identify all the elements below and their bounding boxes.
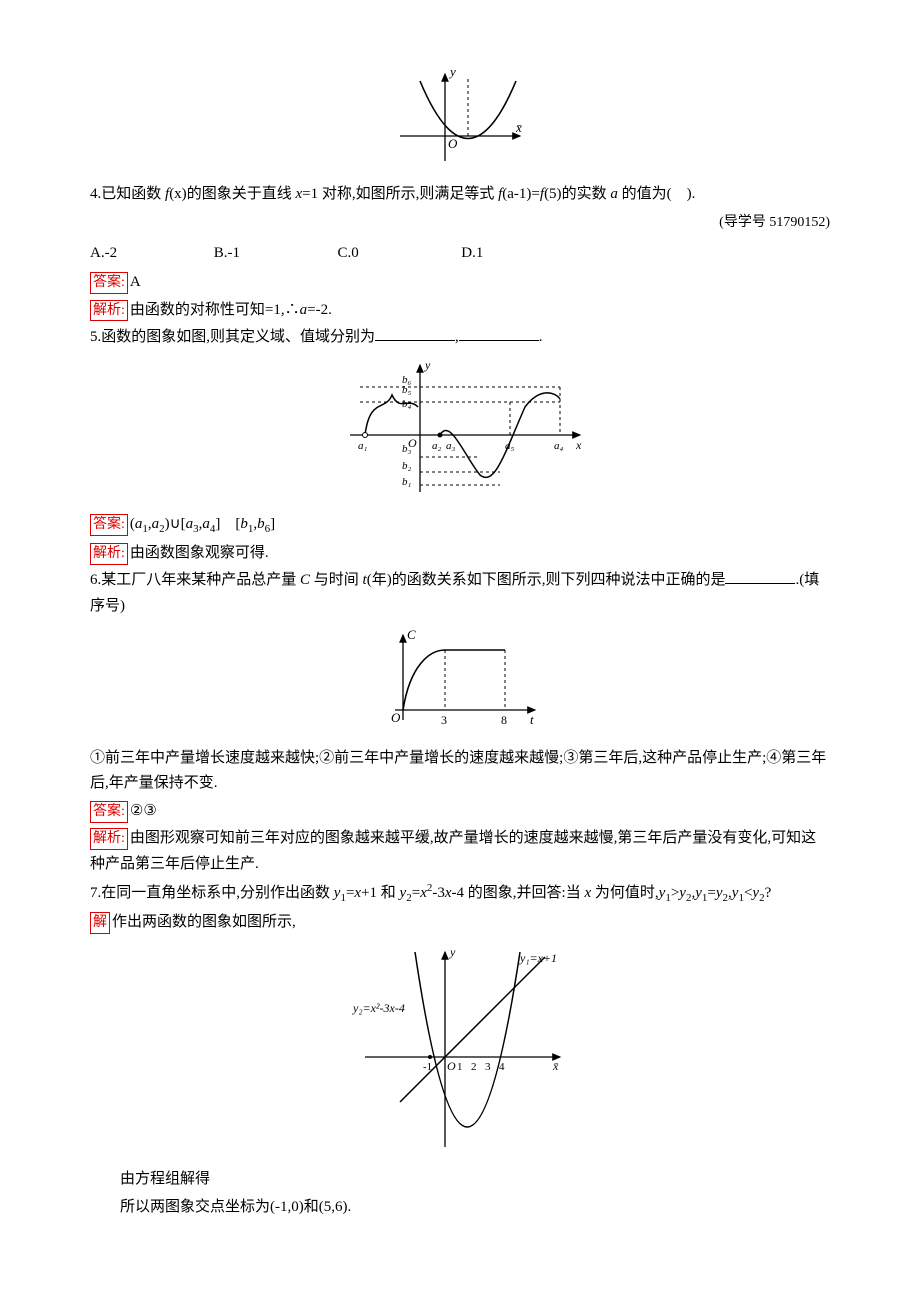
answer-tag: 答案:	[90, 272, 128, 294]
choice-b: B.-1	[214, 241, 334, 267]
svg-text:4: 4	[499, 1061, 505, 1073]
svg-text:a₂: a₂	[432, 440, 442, 452]
svg-text:1: 1	[457, 1061, 463, 1073]
explain-tag: 解析:	[90, 543, 128, 565]
q5-explanation: 解析:由函数图象观察可得.	[90, 541, 830, 567]
svg-text:O: O	[391, 710, 401, 725]
origin-label: O	[448, 136, 458, 151]
svg-text:y₁=x+1: y₁=x+1	[519, 951, 557, 965]
q5-figure: y x O b₆ b₅ b₄ b₃ b₂ b₁ a₁ a₂ a₃ a₅ a₄	[90, 357, 830, 507]
x-axis-label: x̄	[515, 120, 522, 135]
q4-stem: 4.已知函数 f(x)的图象关于直线 x=1 对称,如图所示,则满足等式 f(a…	[90, 182, 830, 208]
svg-text:x̄: x̄	[552, 1059, 559, 1073]
svg-text:b₂: b₂	[402, 460, 412, 472]
svg-text:a₃: a₃	[446, 440, 456, 452]
q7-solution-line2: 由方程组解得	[90, 1167, 830, 1193]
svg-text:y₂=x²-3x-4: y₂=x²-3x-4	[352, 1001, 405, 1015]
q6-figure: C t O 3 8	[90, 625, 830, 740]
svg-text:b₄: b₄	[402, 398, 412, 410]
svg-text:C: C	[407, 627, 416, 642]
svg-text:x: x	[575, 438, 582, 452]
svg-text:t: t	[530, 712, 534, 727]
q6-answer: 答案:②③	[90, 799, 830, 825]
svg-text:2: 2	[471, 1061, 477, 1073]
svg-text:b₃: b₃	[402, 443, 412, 455]
q4-choices: A.-2 B.-1 C.0 D.1	[90, 241, 830, 267]
q5-answer: 答案:(a1,a2)∪[a3,a4] [b1,b6]	[90, 512, 830, 539]
q7-stem: 7.在同一直角坐标系中,分别作出函数 y1=x+1 和 y2=x2-3x-4 的…	[90, 879, 830, 908]
solution-tag: 解	[90, 912, 110, 934]
q7-solution-line3: 所以两图象交点坐标为(-1,0)和(5,6).	[90, 1195, 830, 1221]
q6-statements: ①前三年中产量增长速度越来越快;②前三年中产量增长的速度越来越慢;③第三年后,这…	[90, 746, 830, 797]
answer-tag: 答案:	[90, 514, 128, 536]
svg-text:b₅: b₅	[402, 384, 412, 396]
svg-text:8: 8	[501, 713, 507, 727]
choice-c: C.0	[338, 241, 458, 267]
q4-explanation: 解析:由函数的对称性可知=1,∴a=-2.	[90, 298, 830, 324]
q4-figure: y x̄ O	[90, 66, 830, 176]
q4-answer: 答案:A	[90, 270, 830, 296]
y-axis-label: y	[448, 66, 456, 79]
svg-text:-1: -1	[423, 1061, 432, 1073]
q5-stem: 5.函数的图象如图,则其定义域、值域分别为,.	[90, 325, 830, 351]
q6-stem: 6.某工厂八年来某种产品总产量 C 与时间 t(年)的函数关系如下图所示,则下列…	[90, 568, 830, 619]
svg-text:a₄: a₄	[554, 440, 564, 452]
q7-figure: y x̄ O y₁=x+1 y₂=x²-3x-4 -1 1 2 3 4	[90, 942, 830, 1162]
svg-text:a₅: a₅	[505, 440, 515, 452]
choice-a: A.-2	[90, 241, 210, 267]
explain-tag: 解析:	[90, 300, 128, 322]
explain-tag: 解析:	[90, 828, 128, 850]
svg-text:y: y	[449, 945, 456, 959]
svg-text:y: y	[424, 358, 431, 372]
choice-d: D.1	[461, 241, 581, 267]
svg-text:b₁: b₁	[402, 476, 412, 488]
answer-tag: 答案:	[90, 801, 128, 823]
q7-solution-line1: 解作出两函数的图象如图所示,	[90, 910, 830, 936]
q4-reference: (导学号 51790152)	[90, 211, 830, 235]
svg-text:O: O	[447, 1059, 456, 1073]
svg-text:a₁: a₁	[358, 440, 368, 452]
q6-explanation: 解析:由图形观察可知前三年对应的图象越来越平缓,故产量增长的速度越来越慢,第三年…	[90, 826, 830, 877]
svg-text:3: 3	[441, 713, 447, 727]
svg-text:3: 3	[485, 1061, 491, 1073]
